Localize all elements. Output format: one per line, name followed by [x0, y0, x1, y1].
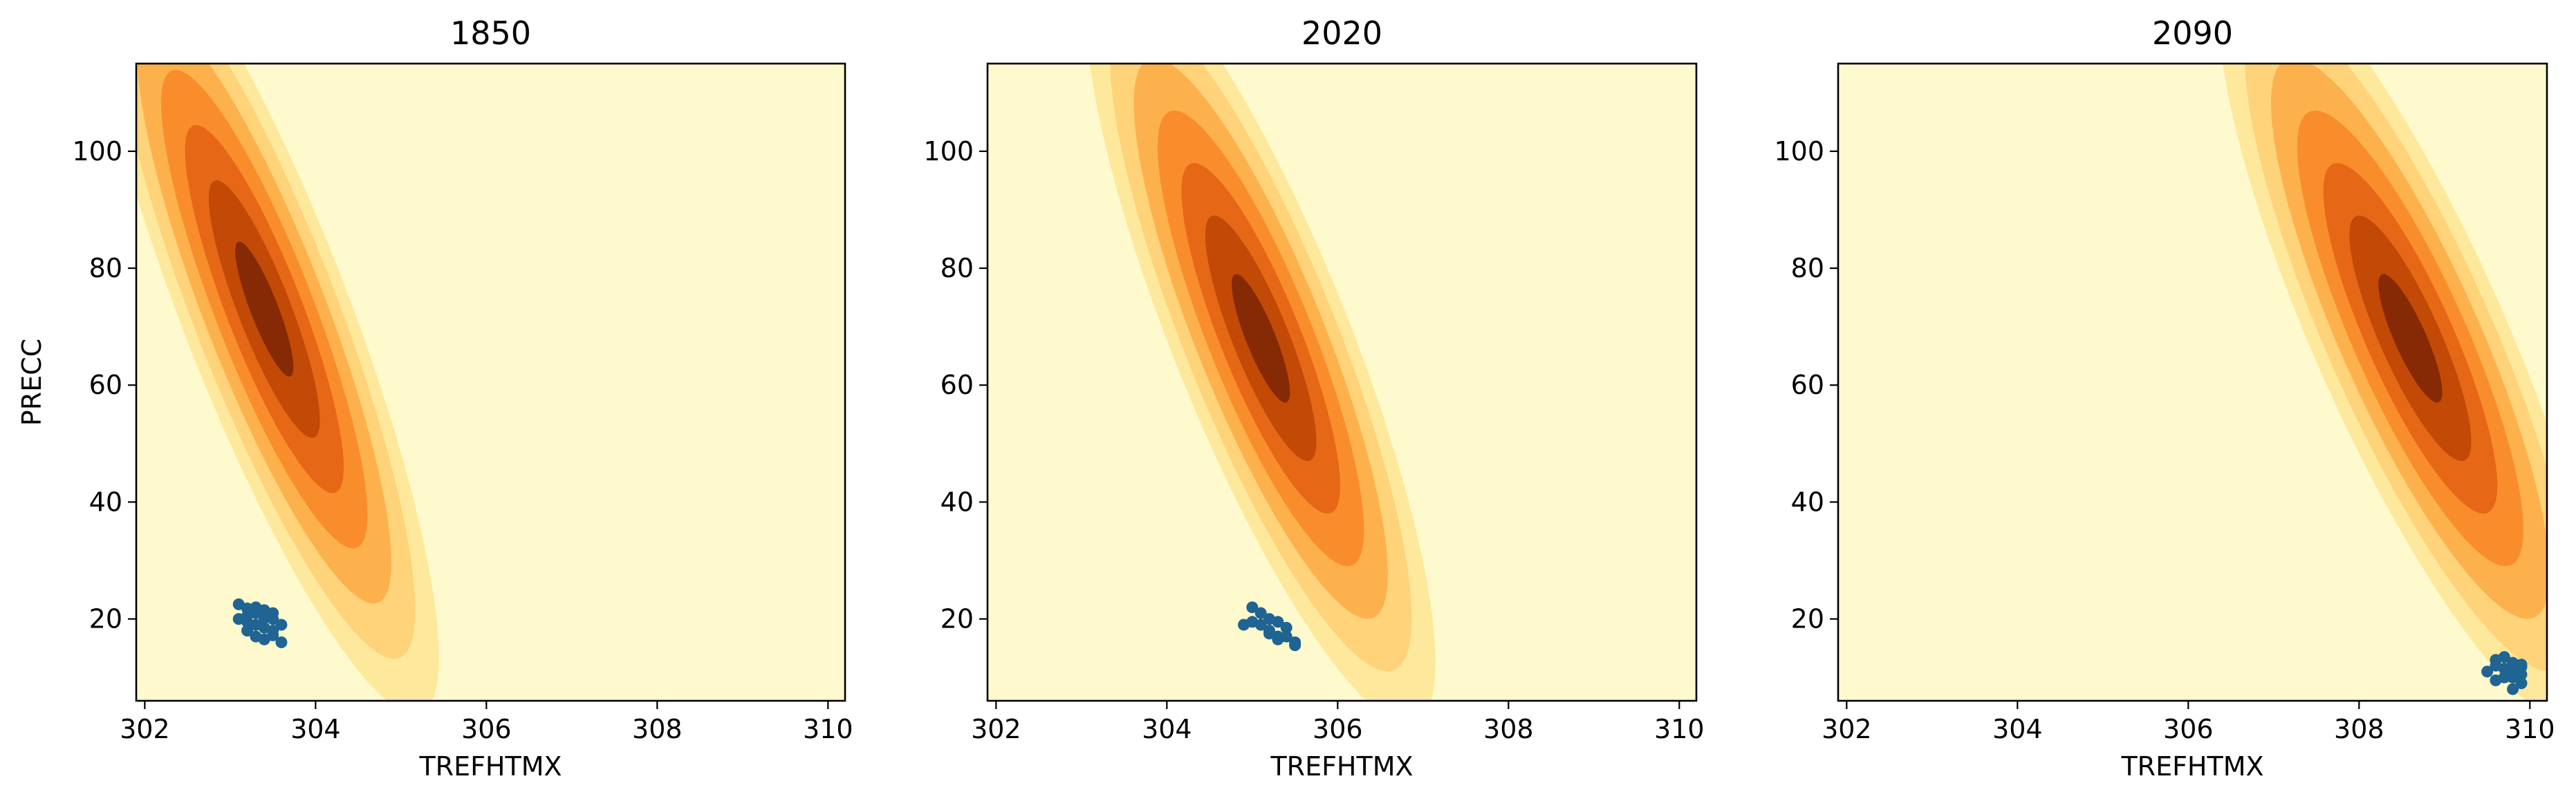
data-point [2498, 663, 2510, 675]
data-point [275, 619, 288, 631]
data-point [2515, 659, 2528, 671]
x-tick-label: 302 [971, 714, 1021, 744]
x-tick-label: 310 [2505, 714, 2555, 744]
data-point [241, 602, 253, 614]
x-tick-label: 304 [1992, 714, 2043, 744]
data-point [1272, 616, 1284, 628]
y-tick-label: 80 [1791, 253, 1824, 283]
x-tick-label: 308 [2334, 714, 2384, 744]
x-tick-label: 308 [632, 714, 683, 744]
y-tick-label: 60 [940, 370, 974, 400]
data-point [267, 629, 279, 641]
panel-2: 302 304 306 308 310 20 40 60 80 100 2090 TREFHTMX [1774, 15, 2555, 782]
y-tick-label: 20 [89, 604, 122, 634]
data-point [1246, 601, 1259, 614]
data-point [241, 625, 253, 637]
data-point [2490, 674, 2502, 686]
panel-0: 302 304 306 308 310 20 40 60 80 100 1850 TREFHTMX PR… [17, 15, 853, 782]
data-point [1280, 621, 1292, 634]
x-axis-label: TREFHTMX [2120, 751, 2263, 782]
x-tick-label: 304 [290, 714, 341, 744]
y-tick-label: 40 [89, 487, 122, 517]
data-point [2481, 666, 2494, 678]
density-level-7 [1232, 274, 1290, 403]
data-point [232, 613, 245, 625]
y-tick-label: 20 [1791, 604, 1824, 634]
y-tick-label: 40 [940, 487, 974, 517]
x-tick-label: 306 [1313, 714, 1363, 744]
panel-title: 1850 [450, 15, 531, 52]
x-axis-label: TREFHTMX [418, 751, 562, 782]
data-point [258, 612, 270, 624]
x-tick-label: 302 [1822, 714, 1872, 744]
data-point [267, 607, 279, 619]
axes-frame [986, 62, 1698, 702]
data-point [250, 619, 262, 631]
x-tick-label: 306 [461, 714, 512, 744]
panel-title: 2090 [2152, 15, 2233, 52]
y-axis-label: PRECC [17, 339, 47, 426]
y-tick-label: 20 [940, 604, 974, 634]
x-tick-label: 310 [1654, 714, 1705, 744]
data-point [2515, 677, 2528, 690]
data-point [1238, 619, 1250, 631]
y-tick-label: 100 [1774, 136, 1824, 167]
data-point [1289, 636, 1301, 648]
axes-frame [1837, 62, 2548, 702]
x-tick-label: 306 [2163, 714, 2214, 744]
data-point [1263, 628, 1275, 640]
data-point [250, 601, 262, 614]
y-tick-label: 80 [89, 253, 122, 283]
data-point [2507, 671, 2519, 684]
data-point [2507, 683, 2519, 695]
y-tick-label: 60 [89, 370, 122, 400]
x-tick-label: 308 [1483, 714, 1534, 744]
x-axis-label: TREFHTMX [1270, 751, 1413, 782]
axes-frame [135, 62, 846, 702]
x-tick-label: 304 [1142, 714, 1192, 744]
y-tick-label: 80 [940, 253, 974, 283]
data-point [1280, 630, 1292, 643]
y-tick-label: 100 [72, 136, 122, 167]
x-tick-label: 310 [803, 714, 853, 744]
y-tick-label: 60 [1791, 370, 1824, 400]
panel-1: 302 304 306 308 310 20 40 60 80 100 2020 TREFHTMX [923, 15, 1705, 782]
y-tick-label: 40 [1791, 487, 1824, 517]
x-tick-label: 302 [120, 714, 170, 744]
y-tick-label: 100 [923, 136, 974, 167]
density-level-7 [235, 241, 294, 377]
density-level-7 [2378, 274, 2443, 403]
data-point [1254, 607, 1267, 619]
data-point [275, 636, 288, 648]
panel-title: 2020 [1301, 15, 1382, 52]
data-point [2498, 651, 2510, 663]
